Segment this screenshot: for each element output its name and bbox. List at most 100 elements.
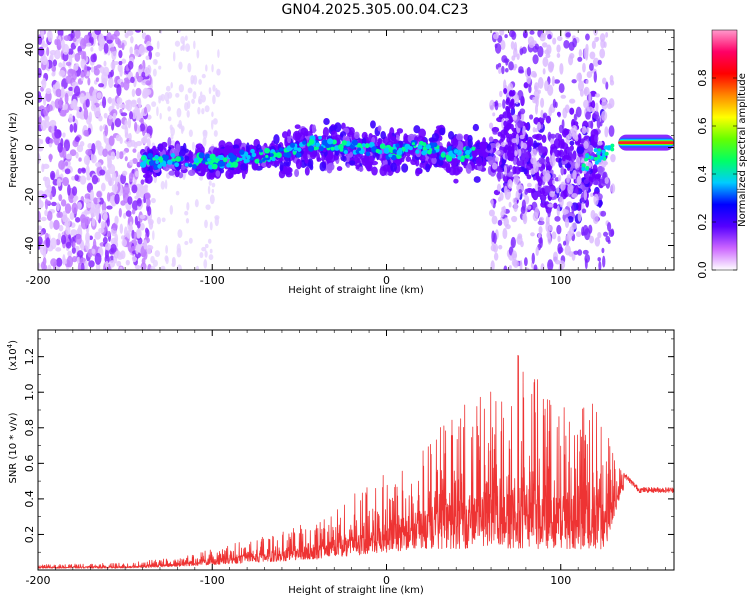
noise-blob: [41, 194, 48, 199]
noise-blob: [55, 88, 62, 98]
noise-blob: [80, 262, 85, 270]
noise-blob: [184, 43, 191, 52]
core-blob: [318, 146, 324, 152]
scatter-blob: [499, 30, 505, 36]
core-blob: [157, 163, 162, 169]
noise-blob: [160, 265, 166, 270]
noise-blob: [170, 134, 174, 140]
noise-blob: [191, 141, 195, 151]
scatter-blob: [508, 61, 514, 71]
noise-blob: [132, 158, 138, 165]
noise-blob: [136, 229, 141, 239]
scatter-blob: [532, 126, 536, 133]
band-blob: [232, 144, 240, 150]
band-blob: [455, 133, 464, 141]
scatter-blob: [559, 62, 564, 75]
noise-blob: [72, 98, 78, 109]
scatter-blob: [500, 210, 504, 218]
band-blob: [594, 173, 602, 180]
scatter-blob: [507, 179, 513, 189]
core-blob: [261, 158, 266, 162]
noise-blob: [167, 106, 171, 112]
noise-blob: [137, 237, 143, 245]
scatter-blob: [496, 183, 502, 192]
noise-blob: [165, 85, 171, 92]
scatter-blob: [532, 157, 537, 170]
scatter-blob: [564, 217, 570, 229]
noise-blob: [199, 175, 204, 181]
scatter-blob: [523, 158, 527, 169]
noise-blob: [181, 125, 185, 132]
band-blob: [167, 137, 172, 147]
core-blob: [175, 156, 181, 162]
noise-blob: [87, 77, 91, 86]
noise-blob: [71, 202, 78, 215]
noise-blob: [52, 84, 57, 94]
band-blob: [322, 126, 329, 138]
noise-blob: [201, 246, 207, 252]
scatter-blob: [498, 244, 503, 250]
band-blob: [371, 166, 378, 176]
noise-blob: [77, 168, 82, 174]
core-blob: [162, 154, 167, 159]
noise-blob: [176, 30, 182, 33]
scatter-blob: [522, 30, 528, 39]
scatter-blob: [563, 209, 569, 215]
noise-blob: [40, 261, 45, 270]
band-blob: [321, 154, 325, 162]
noise-blob: [129, 159, 134, 166]
scatter-blob: [522, 213, 528, 225]
scatter-blob: [500, 142, 507, 147]
core-blob: [254, 158, 260, 164]
noise-blob: [101, 71, 108, 84]
noise-blob: [92, 238, 97, 251]
noise-blob: [131, 200, 139, 211]
noise-blob: [130, 100, 137, 108]
noise-blob: [67, 250, 73, 257]
noise-blob: [52, 59, 58, 67]
core-blob: [315, 142, 321, 148]
noise-blob: [172, 256, 176, 267]
noise-blob: [57, 30, 64, 37]
scatter-blob: [563, 39, 570, 49]
noise-blob: [158, 65, 162, 70]
noise-blob: [47, 264, 52, 270]
noise-blob: [209, 194, 215, 205]
noise-blob: [43, 96, 47, 106]
scatter-blob: [513, 47, 518, 58]
y-tick-label: -20: [23, 188, 36, 206]
noise-blob: [119, 103, 126, 109]
scatter-blob: [569, 98, 576, 104]
core-blob: [211, 163, 218, 170]
band-blob: [429, 153, 438, 159]
scatter-blob: [497, 62, 502, 68]
noise-blob: [150, 197, 156, 203]
noise-blob: [211, 111, 214, 118]
core-blob: [585, 154, 590, 159]
scatter-blob: [585, 111, 591, 120]
core-blob: [258, 159, 263, 164]
noise-blob: [119, 66, 123, 77]
scatter-blob: [539, 216, 545, 222]
noise-blob: [164, 255, 169, 262]
noise-blob: [62, 132, 66, 138]
noise-blob: [63, 103, 68, 110]
band-blob: [401, 163, 409, 173]
noise-blob: [185, 218, 190, 224]
core-blob: [361, 143, 366, 148]
noise-blob: [38, 262, 41, 269]
noise-blob: [102, 148, 108, 158]
noise-blob: [106, 39, 113, 44]
scatter-blob: [542, 112, 548, 119]
noise-blob: [56, 212, 61, 218]
noise-blob: [127, 117, 132, 129]
noise-blob: [195, 265, 200, 270]
noise-blob: [128, 172, 134, 183]
scatter-blob: [504, 67, 509, 73]
band-blob: [452, 167, 461, 176]
core-blob: [388, 153, 393, 158]
core-blob: [601, 149, 606, 154]
band-blob: [145, 174, 153, 184]
noise-blob: [124, 156, 128, 162]
noise-blob: [71, 186, 78, 196]
